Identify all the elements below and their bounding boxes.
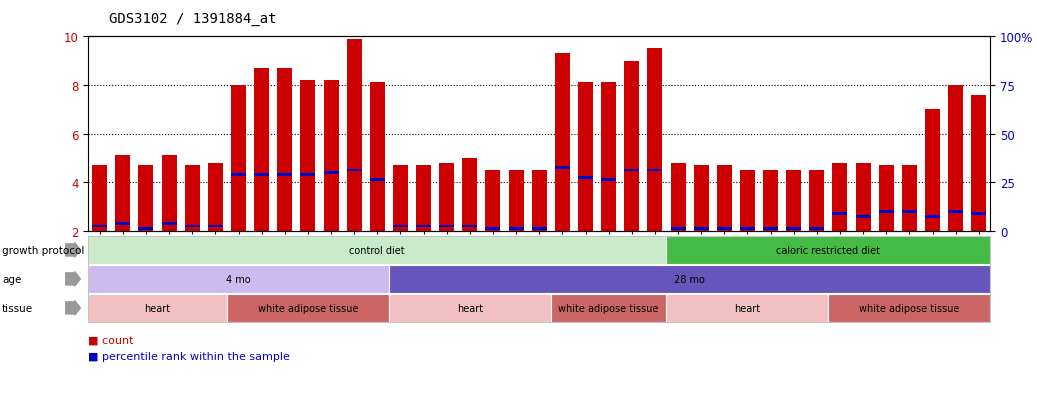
Bar bbox=[624, 169, 639, 172]
Text: 4 mo: 4 mo bbox=[226, 274, 251, 284]
Bar bbox=[717, 166, 732, 231]
Bar bbox=[856, 215, 871, 218]
Text: age: age bbox=[2, 274, 22, 284]
Bar bbox=[624, 62, 639, 231]
Text: growth protocol: growth protocol bbox=[2, 245, 84, 255]
Bar bbox=[809, 228, 824, 230]
Bar bbox=[115, 156, 131, 231]
Bar bbox=[763, 228, 778, 230]
Bar bbox=[925, 215, 940, 218]
Bar bbox=[92, 166, 107, 231]
Bar bbox=[601, 83, 616, 231]
Bar bbox=[393, 225, 408, 228]
Bar bbox=[301, 174, 315, 177]
Bar bbox=[694, 166, 708, 231]
Bar bbox=[185, 225, 200, 228]
Bar bbox=[671, 228, 685, 230]
Bar bbox=[555, 167, 570, 170]
Bar bbox=[254, 174, 270, 177]
Bar bbox=[231, 174, 246, 177]
Bar bbox=[878, 210, 894, 214]
Bar bbox=[254, 69, 270, 231]
Bar bbox=[786, 228, 802, 230]
Bar bbox=[948, 86, 963, 231]
Bar bbox=[393, 166, 408, 231]
Bar bbox=[972, 95, 986, 231]
Bar bbox=[532, 228, 546, 230]
Bar bbox=[925, 110, 940, 231]
Bar bbox=[162, 223, 176, 225]
Text: GDS3102 / 1391884_at: GDS3102 / 1391884_at bbox=[109, 12, 277, 26]
Bar bbox=[972, 213, 986, 216]
Text: white adipose tissue: white adipose tissue bbox=[258, 303, 358, 313]
Bar bbox=[902, 166, 917, 231]
Text: ■ percentile rank within the sample: ■ percentile rank within the sample bbox=[88, 351, 290, 361]
Bar bbox=[440, 225, 454, 228]
Bar bbox=[763, 171, 778, 231]
Bar bbox=[948, 210, 963, 214]
Bar bbox=[878, 166, 894, 231]
Bar bbox=[162, 156, 176, 231]
Bar bbox=[139, 228, 153, 230]
Bar bbox=[301, 81, 315, 231]
Bar bbox=[671, 163, 685, 231]
Bar bbox=[578, 83, 593, 231]
Bar bbox=[115, 223, 131, 225]
Bar bbox=[508, 228, 524, 230]
Text: heart: heart bbox=[456, 303, 483, 313]
Bar bbox=[647, 49, 663, 231]
Bar bbox=[555, 54, 570, 231]
Bar bbox=[139, 166, 153, 231]
Bar bbox=[346, 40, 362, 231]
Text: heart: heart bbox=[734, 303, 760, 313]
Bar bbox=[440, 163, 454, 231]
Text: white adipose tissue: white adipose tissue bbox=[559, 303, 658, 313]
Bar bbox=[717, 228, 732, 230]
Text: ■ count: ■ count bbox=[88, 335, 134, 344]
Bar bbox=[346, 169, 362, 172]
Bar bbox=[463, 225, 477, 228]
Text: white adipose tissue: white adipose tissue bbox=[860, 303, 959, 313]
Bar bbox=[578, 176, 593, 179]
Bar bbox=[786, 171, 802, 231]
Text: tissue: tissue bbox=[2, 303, 33, 313]
Bar bbox=[485, 228, 501, 230]
Bar bbox=[856, 163, 871, 231]
Bar bbox=[324, 81, 338, 231]
Bar bbox=[601, 179, 616, 182]
Bar bbox=[277, 174, 292, 177]
Bar bbox=[740, 171, 755, 231]
Bar bbox=[740, 228, 755, 230]
Bar bbox=[207, 225, 223, 228]
Bar bbox=[647, 169, 663, 172]
Bar bbox=[207, 163, 223, 231]
Bar bbox=[694, 228, 708, 230]
Bar bbox=[902, 210, 917, 214]
Bar bbox=[833, 163, 847, 231]
Text: heart: heart bbox=[144, 303, 171, 313]
Bar bbox=[370, 83, 385, 231]
Bar bbox=[92, 225, 107, 228]
Bar bbox=[833, 213, 847, 216]
Bar bbox=[508, 171, 524, 231]
Text: 28 mo: 28 mo bbox=[674, 274, 705, 284]
Bar bbox=[370, 179, 385, 182]
Bar bbox=[416, 166, 431, 231]
Text: caloric restricted diet: caloric restricted diet bbox=[777, 245, 880, 255]
Bar bbox=[809, 171, 824, 231]
Bar bbox=[324, 171, 338, 175]
Bar bbox=[463, 159, 477, 231]
Bar bbox=[485, 171, 501, 231]
Bar bbox=[185, 166, 200, 231]
Bar bbox=[277, 69, 292, 231]
Bar bbox=[416, 225, 431, 228]
Bar bbox=[231, 86, 246, 231]
Bar bbox=[532, 171, 546, 231]
Text: control diet: control diet bbox=[349, 245, 405, 255]
